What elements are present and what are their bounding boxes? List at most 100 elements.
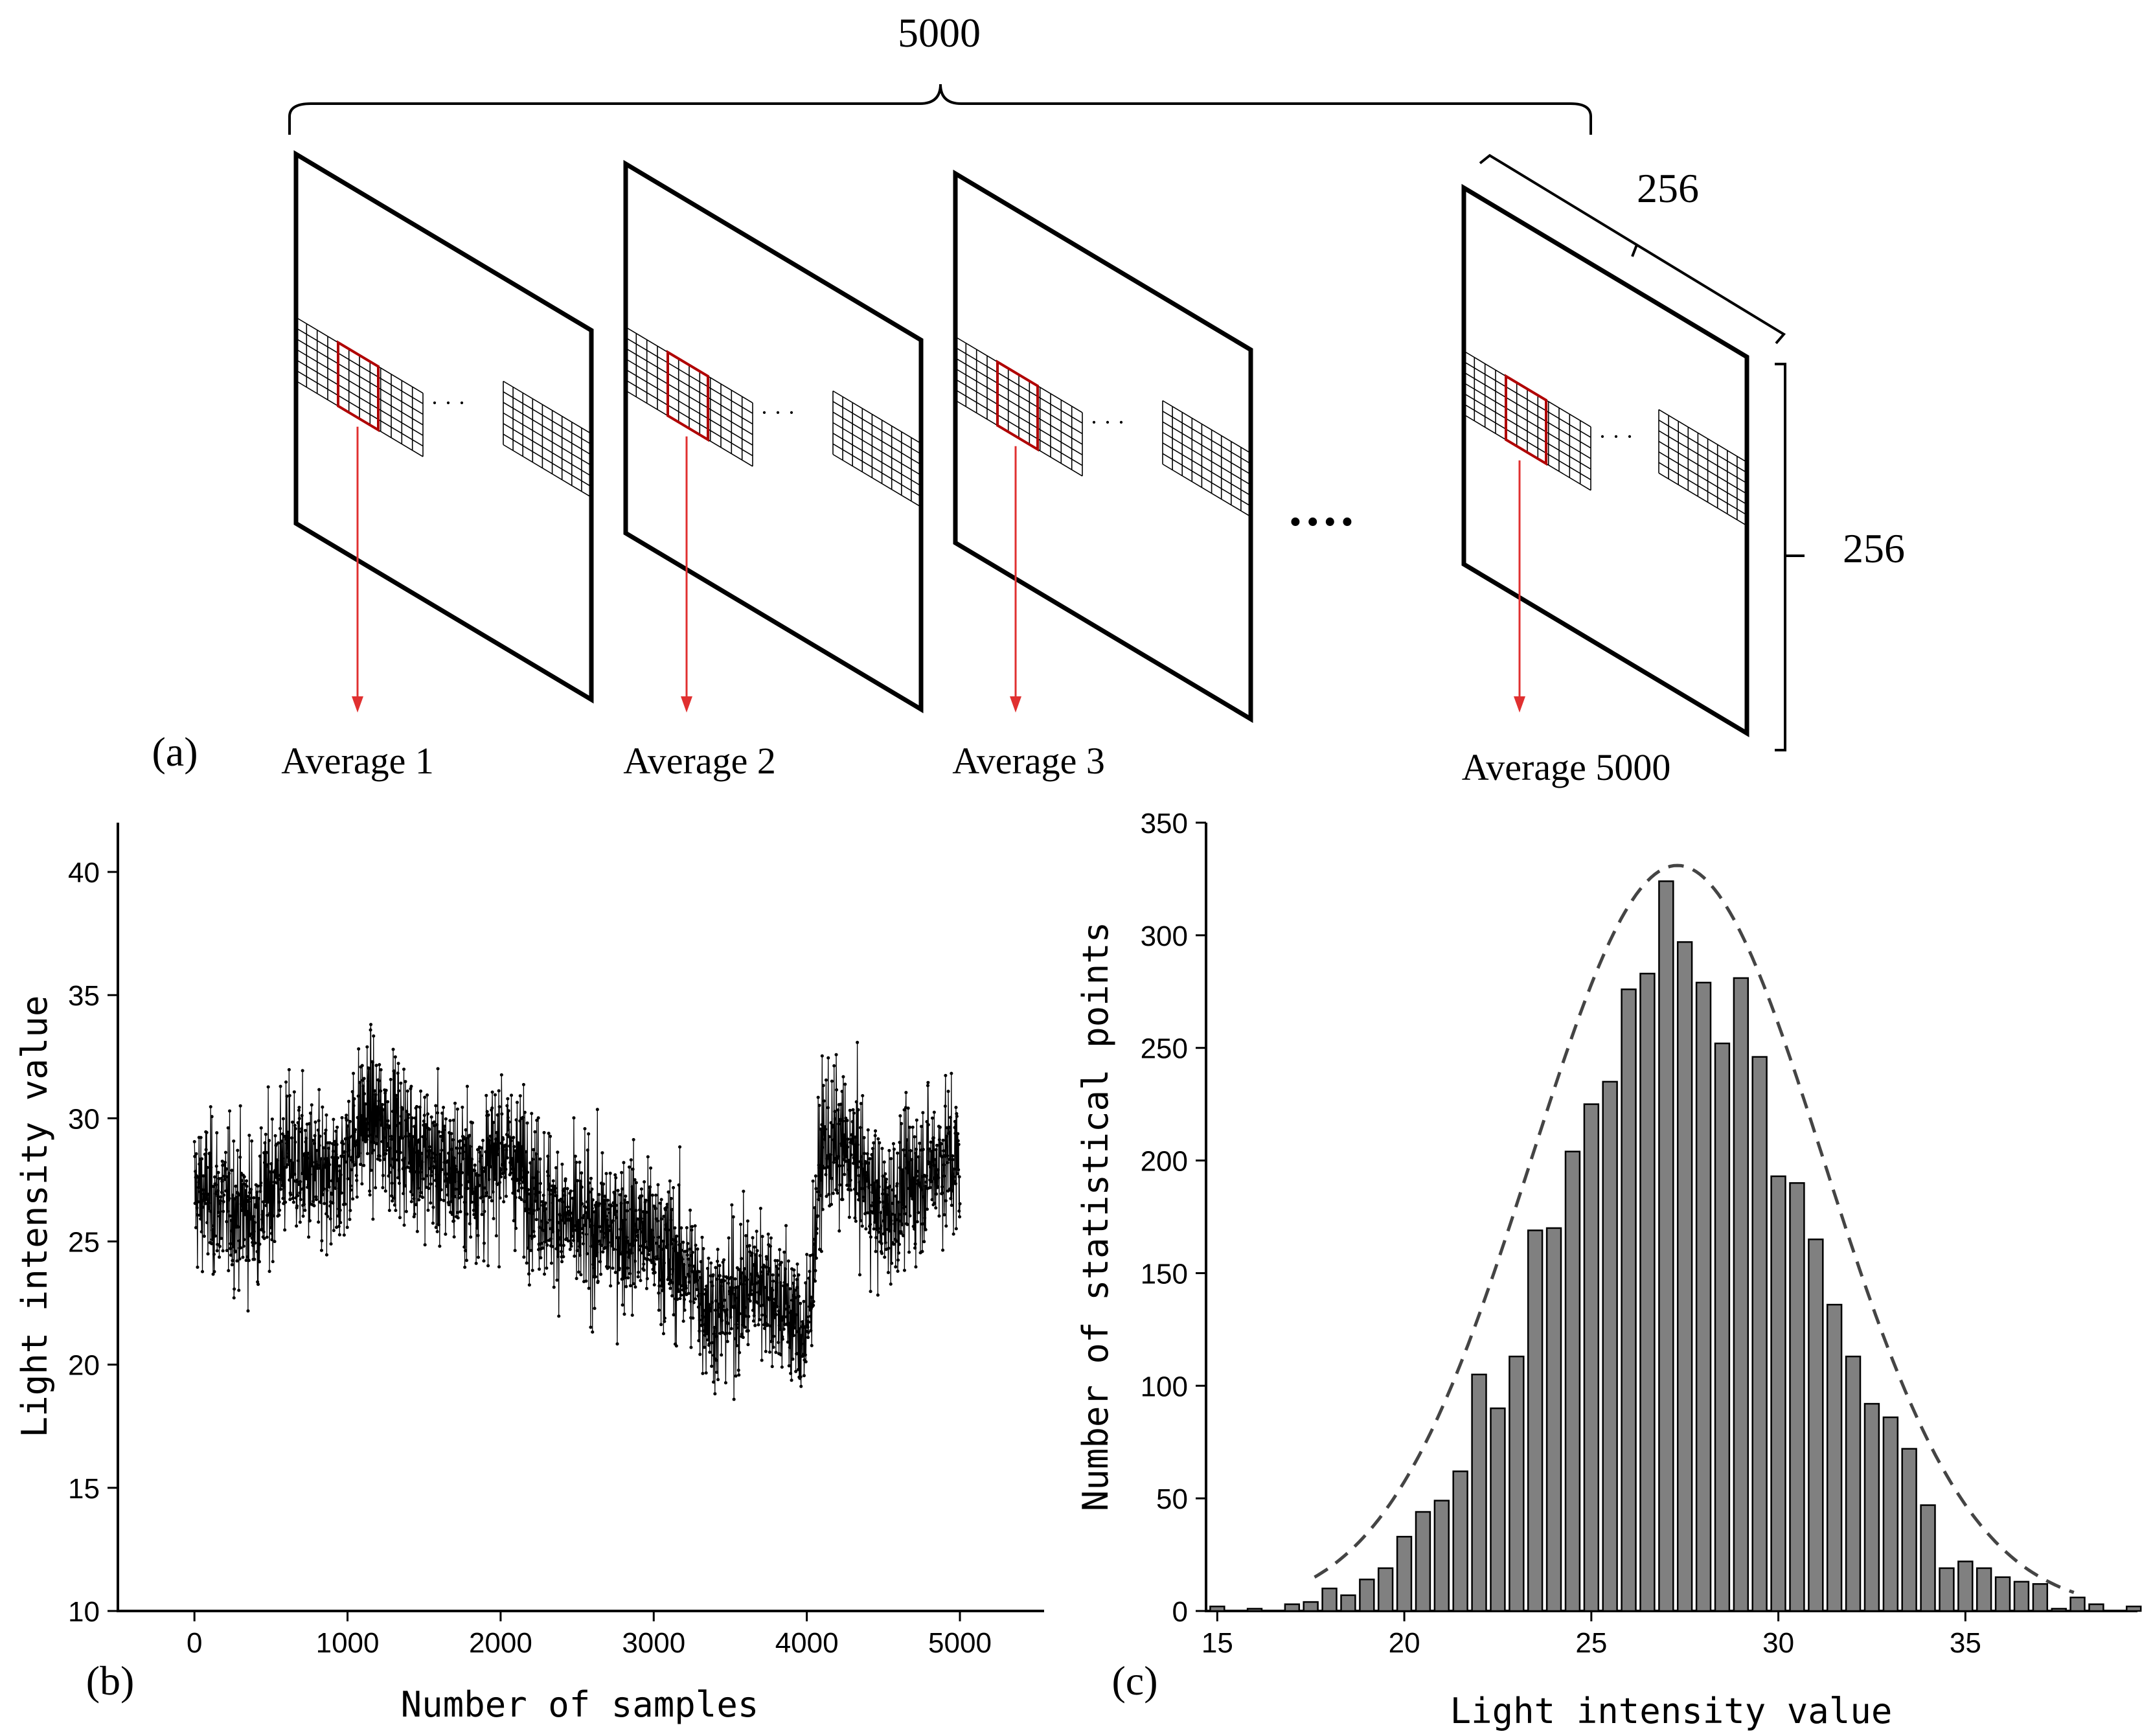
frame-3: · · ·	[953, 169, 1253, 724]
y-tick-label: 300	[1141, 920, 1188, 952]
panel-c-xlabel: Light intensity value	[1450, 1691, 1893, 1731]
highlight-window	[337, 340, 380, 433]
histogram-bar	[1209, 1605, 1225, 1612]
average-1-label: Average 1	[281, 740, 434, 782]
histogram-bar	[1433, 1500, 1450, 1612]
frames-brace	[288, 84, 1592, 135]
x-tick-label: 0	[187, 1627, 202, 1659]
histogram-bar	[2032, 1583, 2049, 1612]
highlight-window	[666, 350, 709, 442]
y-tick-label: 350	[1141, 808, 1188, 839]
average-3-label: Average 3	[952, 740, 1105, 782]
histogram-bar	[1545, 1227, 1562, 1612]
histogram-bar	[1920, 1504, 1936, 1612]
frame-4: · · ·	[1461, 183, 1749, 738]
histogram-bar	[1639, 972, 1656, 1612]
histogram-bar	[1396, 1536, 1413, 1612]
histogram-bar	[1714, 1042, 1731, 1612]
panel-a-diagram: 5000 · · · · · · · · · · · · ···· 256 256 (…	[152, 10, 1905, 788]
histogram-bar	[1564, 1150, 1581, 1612]
height-bracket	[1775, 363, 1805, 751]
histogram-bar	[1284, 1603, 1301, 1612]
y-tick-label: 30	[68, 1103, 100, 1135]
y-tick-label: 40	[68, 857, 100, 889]
histogram-bar	[2126, 1605, 2142, 1612]
pixel-grid-right	[1162, 400, 1251, 518]
y-tick-label: 250	[1141, 1033, 1188, 1065]
histogram-bar	[1733, 977, 1749, 1612]
histogram-bar	[1658, 880, 1674, 1612]
y-tick-label: 100	[1141, 1371, 1188, 1402]
panel-c-ylabel: Number of statistical points	[1075, 922, 1116, 1511]
y-tick-label: 150	[1141, 1258, 1188, 1290]
x-tick-label: 35	[1950, 1627, 1981, 1659]
histogram-bar	[1602, 1080, 1618, 1612]
histogram-bar	[1751, 1056, 1768, 1612]
histogram-bar	[1901, 1448, 1917, 1612]
histogram-bar	[1845, 1355, 1862, 1612]
y-tick-label: 0	[1172, 1596, 1188, 1628]
width-bracket	[1479, 154, 1786, 345]
x-tick-label: 15	[1202, 1627, 1233, 1659]
frames-count-label: 5000	[898, 10, 981, 56]
panel-b-chart: 0 1000 2000 3000 4000 5000 10 15 20 25 30 35 40 Ligh…	[14, 823, 1044, 1725]
histogram-bar	[1340, 1594, 1356, 1612]
arrow-head-icon	[1514, 696, 1525, 713]
frame-plane	[1461, 183, 1749, 738]
arrow-head-icon	[352, 696, 363, 713]
histogram-bar	[1826, 1303, 1843, 1612]
panel-b-label: (b)	[86, 1658, 135, 1704]
grid-ellipsis: · · ·	[1090, 409, 1125, 435]
histogram-bar	[1882, 1416, 1899, 1612]
histogram-bar	[1490, 1407, 1506, 1612]
histogram-bar	[1377, 1567, 1394, 1612]
arrow-head-icon	[681, 696, 692, 713]
pixel-grid-right	[503, 380, 592, 498]
x-tick-label: 30	[1762, 1627, 1794, 1659]
frame-2: · · ·	[623, 159, 924, 714]
frame-plane	[623, 159, 924, 714]
y-tick-label: 50	[1156, 1483, 1188, 1515]
histogram-bar	[1939, 1567, 1955, 1612]
histogram-bar	[1789, 1182, 1805, 1612]
frame-plane	[953, 169, 1253, 724]
pixel-grid-right	[832, 390, 922, 508]
histogram-bar	[1770, 1175, 1786, 1612]
frame-stack: · · · · · · · · · · · ·	[293, 150, 1749, 738]
histogram-bar	[1303, 1601, 1319, 1612]
highlight-window	[996, 360, 1039, 452]
histogram-bar	[1583, 1103, 1600, 1612]
x-tick-label: 25	[1575, 1627, 1607, 1659]
y-tick-label: 20	[68, 1350, 100, 1382]
histogram-bar	[1621, 988, 1637, 1612]
histogram-bar	[1676, 941, 1693, 1612]
histogram-bar	[1976, 1567, 1992, 1612]
average-2-label: Average 2	[623, 740, 776, 782]
x-tick-label: 3000	[622, 1627, 685, 1659]
histogram-bar	[1527, 1229, 1544, 1612]
panel-b-xlabel: Number of samples	[401, 1684, 759, 1725]
x-tick-label: 2000	[469, 1627, 532, 1659]
average-5000-label: Average 5000	[1462, 746, 1671, 788]
histogram-bar	[1994, 1576, 2011, 1612]
panel-b-ylabel: Light intensity value	[14, 996, 55, 1438]
histogram-bar	[2069, 1596, 2086, 1612]
histogram-bar	[1957, 1560, 1974, 1612]
highlight-window	[1505, 374, 1547, 466]
histogram-bar	[1415, 1511, 1431, 1612]
histogram-bar	[1321, 1587, 1338, 1612]
y-tick-label: 15	[68, 1473, 100, 1505]
x-tick-label: 4000	[775, 1627, 839, 1659]
histogram-bar	[2051, 1608, 2067, 1612]
pixel-grid-right	[1658, 409, 1748, 527]
grid-ellipsis: · · ·	[760, 400, 795, 426]
histogram-bar	[1246, 1608, 1263, 1612]
y-tick-label: 25	[68, 1227, 100, 1259]
gaussian-fit-curve	[1314, 863, 2075, 1594]
y-tick-label: 35	[68, 980, 100, 1012]
histogram-bars	[1209, 880, 2142, 1612]
y-tick-label: 200	[1141, 1146, 1188, 1178]
